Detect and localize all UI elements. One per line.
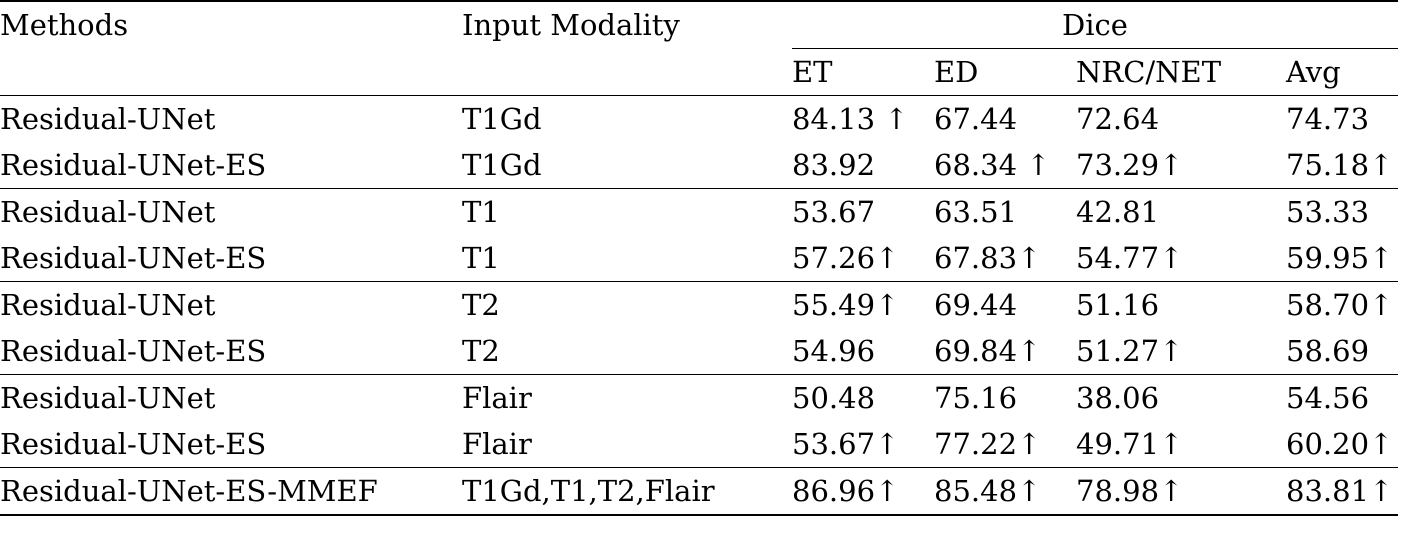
table-row: Residual-UNet-ES T1 57.26↑ 67.83↑ 54.77↑…: [0, 235, 1398, 282]
subheader-row: ET ED NRC/NET Avg: [0, 48, 1398, 96]
cell-ed: 67.83↑: [934, 241, 1042, 275]
cell-avg: 74.73: [1286, 95, 1398, 142]
header-row: Methods Input Modality Dice: [0, 0, 1398, 49]
cell-ed: 69.84↑: [934, 334, 1042, 368]
cell-et: 57.26↑: [792, 241, 900, 275]
cell-avg: 75.18↑: [1286, 148, 1394, 182]
cell-nrc-net: 54.77↑: [1076, 241, 1184, 275]
cell-et: 54.96: [792, 334, 876, 368]
cell-method: Residual-UNet-ES: [0, 241, 267, 275]
cell-nrc-net: 49.71↑: [1076, 427, 1184, 461]
cell-method: Residual-UNet: [0, 188, 462, 235]
table-row: Residual-UNet-ES-MMEF T1Gd,T1,T2,Flair 8…: [0, 467, 1398, 516]
table-row: Residual-UNet-ES T2 54.96 69.84↑ 51.27↑ …: [0, 328, 1398, 375]
cell-nrc-net: 51.16: [1076, 281, 1286, 328]
cell-method: Residual-UNet: [0, 95, 462, 142]
cell-nrc-net: 73.29↑: [1076, 148, 1184, 182]
cell-modality: T2: [462, 281, 792, 328]
cell-ed: 63.51: [934, 188, 1076, 235]
cell-modality: Flair: [462, 427, 532, 461]
cell-et: 55.49↑: [792, 281, 934, 328]
cell-avg: 53.33: [1286, 188, 1398, 235]
cell-et: 53.67↑: [792, 427, 900, 461]
subheader-ed: ED: [934, 48, 1076, 96]
cell-et: 84.13 ↑: [792, 95, 934, 142]
cell-method: Residual-UNet: [0, 374, 462, 421]
cell-nrc-net: 72.64: [1076, 95, 1286, 142]
subheader-nrc-net: NRC/NET: [1076, 48, 1286, 96]
cell-method: Residual-UNet-ES: [0, 148, 267, 182]
cell-method: Residual-UNet-ES: [0, 334, 267, 368]
cell-modality: T1Gd: [462, 148, 542, 182]
cell-avg: 60.20↑: [1286, 427, 1394, 461]
table-row: Residual-UNet T1Gd 84.13 ↑ 67.44 72.64 7…: [0, 95, 1398, 142]
table-row: Residual-UNet Flair 50.48 75.16 38.06 54…: [0, 374, 1398, 421]
cell-ed: 75.16: [934, 374, 1076, 421]
cell-et: 83.92: [792, 148, 876, 182]
cell-modality: T1Gd: [462, 95, 792, 142]
cell-avg: 83.81↑: [1286, 467, 1398, 516]
table-row: Residual-UNet T2 55.49↑ 69.44 51.16 58.7…: [0, 281, 1398, 328]
cell-ed: 77.22↑: [934, 427, 1042, 461]
subheader-et: ET: [792, 48, 934, 96]
cell-modality: T2: [462, 334, 500, 368]
cell-et: 53.67: [792, 188, 934, 235]
cell-ed: 68.34 ↑: [934, 148, 1051, 182]
header-dice: Dice: [792, 0, 1398, 49]
cell-nrc-net: 78.98↑: [1076, 467, 1286, 516]
results-table: Methods Input Modality Dice ET ED NRC/NE…: [0, 0, 1398, 516]
cell-ed: 85.48↑: [934, 467, 1076, 516]
cell-et: 50.48: [792, 374, 934, 421]
cell-modality: T1Gd,T1,T2,Flair: [462, 467, 792, 516]
table-row: Residual-UNet-ES Flair 53.67↑ 77.22↑ 49.…: [0, 421, 1398, 468]
cell-method: Residual-UNet: [0, 281, 462, 328]
cell-nrc-net: 42.81: [1076, 188, 1286, 235]
subheader-blank-methods: [0, 49, 462, 96]
cell-ed: 67.44: [934, 95, 1076, 142]
cell-modality: Flair: [462, 374, 792, 421]
cell-method: Residual-UNet-ES: [0, 427, 267, 461]
cell-et: 86.96↑: [792, 467, 934, 516]
subheader-avg: Avg: [1286, 48, 1398, 96]
header-input-modality: Input Modality: [462, 0, 792, 49]
cell-avg: 54.56: [1286, 374, 1398, 421]
cell-modality: T1: [462, 188, 792, 235]
cell-avg: 58.70↑: [1286, 281, 1398, 328]
cell-nrc-net: 38.06: [1076, 374, 1286, 421]
cell-nrc-net: 51.27↑: [1076, 334, 1184, 368]
cell-ed: 69.44: [934, 281, 1076, 328]
cell-avg: 59.95↑: [1286, 241, 1394, 275]
header-methods: Methods: [0, 0, 462, 49]
subheader-blank-modality: [462, 49, 792, 96]
table-row: Residual-UNet-ES T1Gd 83.92 68.34 ↑ 73.2…: [0, 142, 1398, 189]
cell-avg: 58.69: [1286, 334, 1370, 368]
cell-method: Residual-UNet-ES-MMEF: [0, 467, 462, 516]
cell-modality: T1: [462, 241, 500, 275]
table-row: Residual-UNet T1 53.67 63.51 42.81 53.33: [0, 188, 1398, 235]
